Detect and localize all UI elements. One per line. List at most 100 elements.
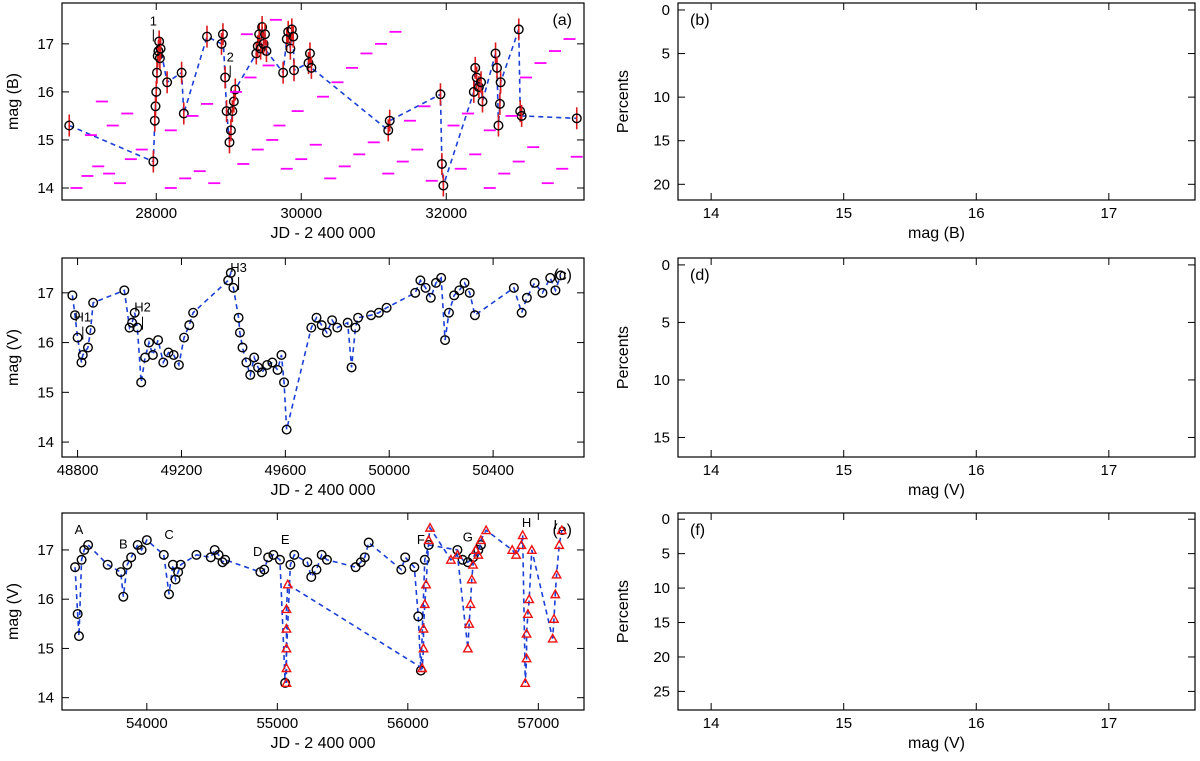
data-point <box>216 38 227 49</box>
annotation-label: I <box>553 517 557 532</box>
data-point <box>118 591 129 602</box>
data-point <box>555 270 566 281</box>
data-point <box>289 549 300 560</box>
data-point <box>64 120 75 131</box>
data-point <box>126 552 137 563</box>
data-point <box>148 156 159 167</box>
data-point-triangle <box>282 578 294 589</box>
x-axis-label: JD - 2 400 000 <box>271 735 376 752</box>
x-tick-label: 15 <box>835 462 852 479</box>
data-point <box>155 43 166 54</box>
data-point <box>115 567 126 578</box>
series-line <box>285 525 563 683</box>
data-point <box>151 86 162 97</box>
data-point <box>475 540 486 551</box>
data-point-triangle <box>281 662 292 673</box>
data-point <box>490 48 501 59</box>
data-point <box>436 158 447 169</box>
data-point-triangle <box>420 578 432 589</box>
data-point-triangle <box>418 623 429 633</box>
x-tick-label: 16 <box>968 462 985 479</box>
panel-b-histogram-b: 14 15 16 17 0 5 10 15 20 mag (B) Percents (b) <box>615 2 1196 242</box>
data-point-triangle <box>445 554 457 564</box>
x-tick-label: 50000 <box>368 462 410 479</box>
data-point <box>228 96 239 107</box>
y-tick-label: 0 <box>662 511 670 528</box>
data-point <box>274 554 285 565</box>
data-point <box>464 287 475 298</box>
annotation-label: B <box>119 537 128 552</box>
x-tick-label: 16 <box>968 715 985 732</box>
data-point <box>276 350 287 361</box>
series-line <box>71 269 562 430</box>
data-point-triangle <box>519 677 531 687</box>
y-tick-label: 17 <box>37 36 54 53</box>
data-point <box>285 559 296 570</box>
data-point <box>571 113 582 124</box>
data-point <box>230 84 241 95</box>
data-point <box>316 549 327 560</box>
x-axis-label: mag (V) <box>908 482 965 499</box>
data-point <box>82 342 93 353</box>
data-point <box>436 272 447 283</box>
data-point <box>69 310 80 321</box>
y-tick-label: 10 <box>653 372 670 389</box>
data-point-triangle <box>423 534 435 545</box>
data-point <box>241 357 252 368</box>
data-point <box>77 350 88 361</box>
y-tick-label: 17 <box>37 542 54 559</box>
data-point-triangle <box>480 524 492 535</box>
data-point <box>508 282 519 293</box>
plot-area <box>67 267 566 435</box>
data-point <box>473 82 484 93</box>
data-point-triangle <box>463 618 475 628</box>
data-point-triangle <box>553 539 565 550</box>
data-point <box>267 357 278 368</box>
y-tick-label: 16 <box>37 84 54 101</box>
x-tick-label: 54000 <box>126 715 168 732</box>
data-point-triangle <box>467 559 479 569</box>
x-tick-label: 16 <box>968 205 985 222</box>
y-tick-label: 25 <box>653 683 670 700</box>
data-point <box>72 332 83 343</box>
y-tick-label: 5 <box>662 46 670 63</box>
data-point <box>261 46 272 57</box>
x-tick-label: 17 <box>1100 462 1117 479</box>
data-point-triangle <box>465 598 476 609</box>
y-tick-label: 15 <box>653 615 670 632</box>
data-point-triangle <box>281 642 292 653</box>
data-point <box>286 24 297 35</box>
data-point <box>332 322 343 333</box>
data-point <box>162 77 173 88</box>
x-tick-label: 48800 <box>57 462 99 479</box>
annotation-label: H2 <box>134 300 151 315</box>
data-point <box>304 48 315 59</box>
data-point <box>237 342 248 353</box>
data-point <box>350 562 361 573</box>
data-point <box>153 335 164 346</box>
data-point <box>201 31 212 42</box>
y-tick-label: 15 <box>653 133 670 150</box>
data-point <box>303 58 314 69</box>
y-tick-label: 0 <box>662 257 670 274</box>
data-point <box>457 554 468 565</box>
y-tick-label: 15 <box>37 640 54 657</box>
data-point <box>420 282 431 293</box>
data-point <box>278 67 289 78</box>
y-tick-label: 15 <box>653 429 670 446</box>
data-point <box>143 337 154 348</box>
x-tick-label: 15 <box>835 205 852 222</box>
data-point <box>359 552 370 563</box>
data-point <box>516 307 527 318</box>
data-point <box>178 108 189 119</box>
data-point <box>537 287 548 298</box>
data-point <box>443 307 454 318</box>
data-point <box>227 106 238 117</box>
data-point <box>184 320 195 331</box>
axes-frame <box>61 512 585 711</box>
data-point <box>252 41 263 52</box>
data-point <box>249 352 260 363</box>
x-tick-label: 14 <box>703 462 720 479</box>
data-point <box>350 322 361 333</box>
plot-area <box>64 16 583 197</box>
